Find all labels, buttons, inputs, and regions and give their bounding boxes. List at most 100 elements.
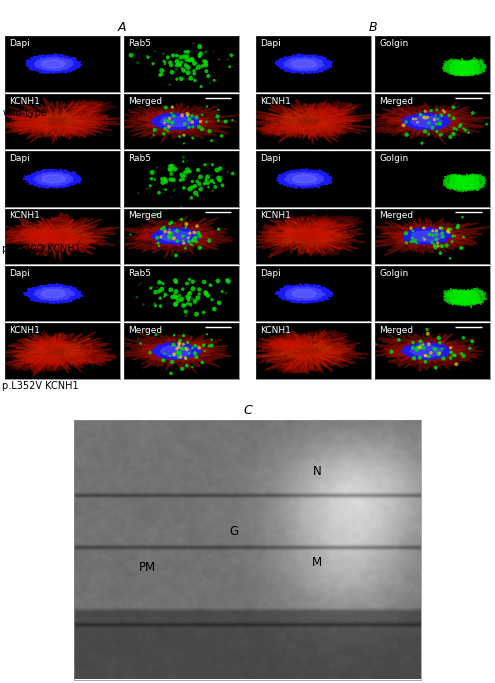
Point [226,61,234,72]
Point [143,183,151,194]
Point [175,339,183,350]
Text: A: A [118,21,126,34]
Point [412,113,420,124]
Point [208,294,216,305]
Polygon shape [302,221,348,235]
Point [205,341,213,352]
Point [160,348,168,359]
Point [191,236,199,247]
Polygon shape [246,100,375,145]
Point [147,283,154,294]
Point [172,56,180,67]
Point [160,117,168,128]
Point [195,227,202,238]
Point [170,233,178,244]
Polygon shape [292,289,317,298]
Text: Rab5: Rab5 [129,268,151,278]
Polygon shape [15,220,102,254]
Point [186,288,194,298]
Point [208,159,216,170]
Point [188,54,196,65]
Polygon shape [269,338,313,352]
Point [179,339,187,350]
Polygon shape [461,289,481,308]
Point [433,229,441,240]
Point [196,231,204,242]
Point [179,235,187,246]
Point [180,300,188,311]
Point [207,135,215,146]
Point [201,159,209,170]
Point [214,104,222,115]
Point [202,288,210,298]
Point [189,122,197,133]
Text: Dapi: Dapi [260,268,281,278]
Text: KCNH1: KCNH1 [9,96,41,105]
Point [215,54,223,65]
Point [167,217,175,228]
Point [172,64,180,74]
Polygon shape [0,331,117,376]
Point [180,51,188,62]
Text: Merged: Merged [379,96,413,105]
Polygon shape [295,230,337,244]
Point [176,59,184,70]
Point [201,58,209,69]
Polygon shape [454,174,474,193]
Point [164,52,172,63]
Point [133,42,141,53]
Point [425,128,433,139]
Text: G: G [229,525,238,538]
Point [166,79,174,90]
Point [460,232,468,242]
Point [188,184,196,195]
Point [191,348,199,359]
Point [157,69,165,80]
Point [183,300,191,311]
Point [206,280,214,291]
Point [185,288,193,298]
Polygon shape [248,214,365,257]
Polygon shape [71,351,114,367]
Point [151,287,159,298]
Point [170,185,178,196]
Point [438,228,446,239]
Point [134,57,142,68]
Point [172,298,180,309]
Point [166,57,174,68]
Polygon shape [295,350,333,363]
Point [176,131,184,142]
Polygon shape [293,174,317,184]
Polygon shape [250,329,368,374]
Point [432,242,440,253]
Polygon shape [277,341,341,361]
Point [435,333,443,344]
Polygon shape [9,122,54,136]
Point [192,188,199,199]
Point [432,110,440,121]
Point [127,50,135,61]
Point [167,228,175,239]
Point [182,306,190,317]
Point [187,193,195,204]
Point [189,133,197,143]
Point [133,292,141,303]
Point [180,138,188,149]
Polygon shape [33,172,73,186]
Point [388,346,396,357]
Polygon shape [121,217,233,259]
Point [190,38,198,49]
Point [195,122,203,133]
Point [409,342,417,353]
Point [193,112,200,123]
Point [452,359,460,370]
Point [173,225,181,236]
Polygon shape [4,117,49,130]
Polygon shape [411,231,444,242]
Point [176,72,184,83]
Point [156,301,164,311]
Point [160,128,168,139]
Point [434,240,442,251]
Polygon shape [466,57,487,75]
Point [402,129,410,140]
